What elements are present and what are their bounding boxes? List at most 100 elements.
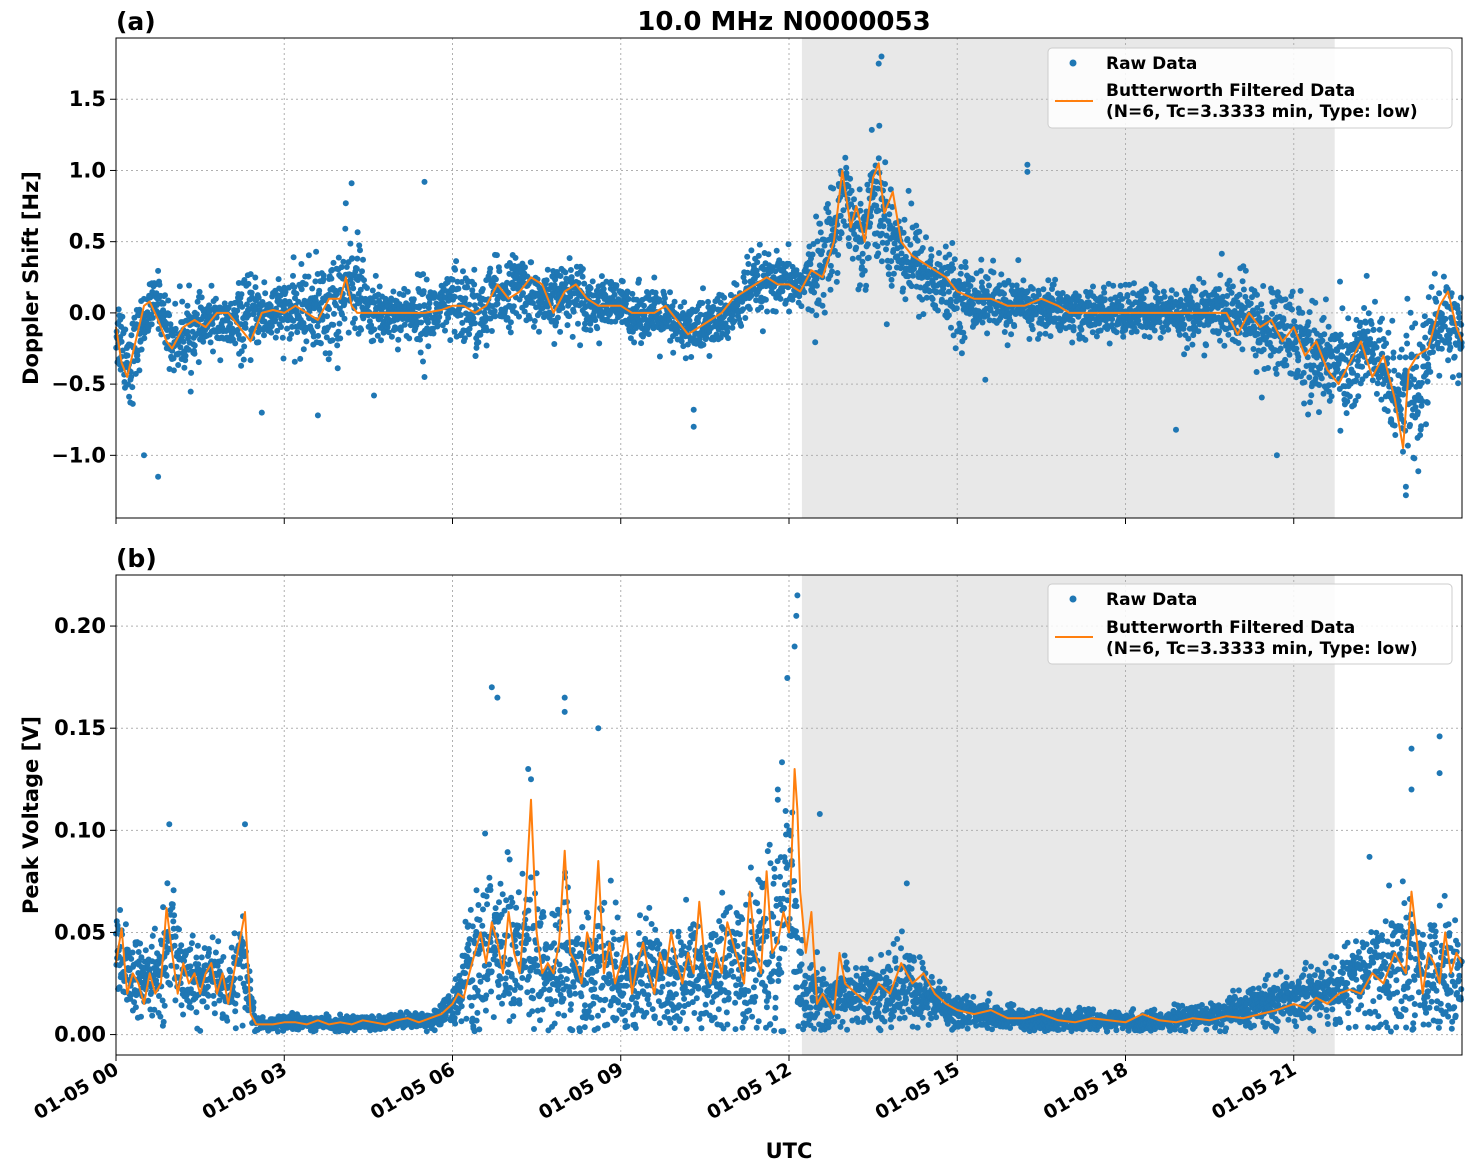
raw-data-point	[1001, 290, 1007, 297]
raw-data-point	[248, 289, 255, 296]
raw-data-point	[619, 278, 626, 285]
raw-data-point	[1258, 394, 1265, 401]
raw-data-point	[536, 309, 543, 316]
raw-data-point	[557, 328, 564, 335]
raw-data-point	[1447, 344, 1454, 351]
raw-data-point	[833, 278, 840, 285]
raw-data-point	[239, 1022, 246, 1029]
raw-data-point	[1362, 319, 1369, 326]
raw-data-point	[232, 1000, 239, 1007]
raw-data-point	[457, 312, 464, 318]
raw-data-point	[505, 324, 512, 331]
raw-data-point	[786, 308, 793, 315]
raw-data-point	[466, 325, 473, 332]
raw-data-point	[188, 1004, 195, 1011]
raw-data-point	[696, 335, 703, 342]
raw-data-point	[1200, 279, 1207, 286]
raw-data-point	[831, 247, 838, 254]
raw-data-point	[1457, 294, 1464, 301]
raw-data-point	[740, 306, 746, 313]
raw-data-point	[161, 1002, 168, 1009]
raw-data-point	[567, 293, 574, 300]
raw-data-point	[471, 281, 478, 288]
raw-data-point	[645, 331, 652, 338]
raw-data-point	[1201, 352, 1208, 359]
raw-data-point	[1260, 346, 1267, 353]
raw-data-point	[426, 300, 433, 307]
raw-data-point	[1239, 278, 1246, 285]
raw-data-point	[420, 358, 426, 365]
raw-data-point	[1052, 276, 1059, 283]
raw-data-point	[1373, 390, 1380, 397]
raw-data-point	[193, 954, 200, 961]
raw-data-point	[142, 947, 149, 954]
raw-data-point	[829, 268, 835, 275]
raw-data-point	[354, 255, 361, 262]
raw-data-point	[128, 955, 135, 962]
raw-data-point	[553, 319, 560, 326]
raw-data-point	[820, 291, 827, 298]
raw-data-point	[357, 286, 364, 293]
raw-data-point	[1289, 306, 1295, 313]
raw-data-point	[888, 258, 895, 265]
raw-data-point	[184, 302, 191, 309]
raw-data-point	[1181, 321, 1188, 328]
raw-data-point	[451, 328, 458, 335]
raw-data-point	[1308, 392, 1315, 399]
raw-data-point	[1106, 340, 1113, 347]
raw-data-point	[819, 248, 825, 255]
raw-data-point	[516, 283, 523, 290]
raw-data-point	[1118, 303, 1125, 310]
raw-data-outlier	[878, 53, 885, 60]
raw-data-outlier	[421, 374, 428, 380]
raw-data-point	[851, 196, 857, 203]
raw-data-point	[990, 269, 997, 276]
raw-data-point	[291, 358, 298, 365]
raw-data-point	[958, 350, 965, 357]
raw-data-point	[314, 323, 321, 330]
raw-data-point	[328, 275, 335, 282]
raw-data-point	[305, 273, 312, 280]
raw-data-point	[875, 185, 881, 192]
raw-data-point	[128, 373, 135, 380]
raw-data-point	[1239, 346, 1246, 353]
raw-data-point	[1271, 303, 1278, 310]
raw-data-point	[883, 321, 890, 328]
raw-data-point	[185, 333, 192, 339]
raw-data-point	[898, 250, 905, 257]
raw-data-outlier	[1402, 483, 1409, 490]
raw-data-point	[187, 388, 194, 395]
raw-data-point	[1413, 364, 1420, 370]
raw-data-point	[699, 300, 706, 306]
raw-data-point	[470, 315, 477, 322]
raw-data-point	[919, 296, 926, 303]
raw-data-point	[1273, 370, 1280, 377]
raw-data-point	[884, 240, 891, 246]
raw-data-point	[131, 999, 138, 1006]
raw-data-point	[207, 339, 214, 346]
raw-data-point	[505, 289, 512, 296]
raw-data-point	[128, 332, 135, 339]
raw-data-point	[421, 302, 428, 309]
raw-data-point	[667, 337, 674, 344]
raw-data-point	[1254, 291, 1260, 298]
raw-data-point	[315, 332, 322, 339]
raw-data-point	[566, 313, 573, 320]
raw-data-point	[451, 293, 458, 300]
raw-data-point	[652, 289, 659, 296]
raw-data-point	[352, 325, 359, 332]
raw-data-point	[1415, 468, 1422, 475]
raw-data-point	[410, 296, 417, 303]
raw-data-point	[306, 315, 313, 322]
raw-data-point	[1029, 326, 1036, 333]
raw-data-point	[598, 273, 605, 280]
raw-data-point	[569, 333, 576, 340]
raw-data-point	[1433, 298, 1440, 305]
raw-data-point	[908, 283, 915, 290]
raw-data-point	[1045, 277, 1052, 284]
raw-data-point	[978, 279, 985, 286]
raw-data-point	[349, 255, 356, 262]
raw-data-point	[883, 246, 889, 253]
raw-data-point	[1370, 351, 1376, 358]
raw-data-point	[680, 343, 687, 350]
